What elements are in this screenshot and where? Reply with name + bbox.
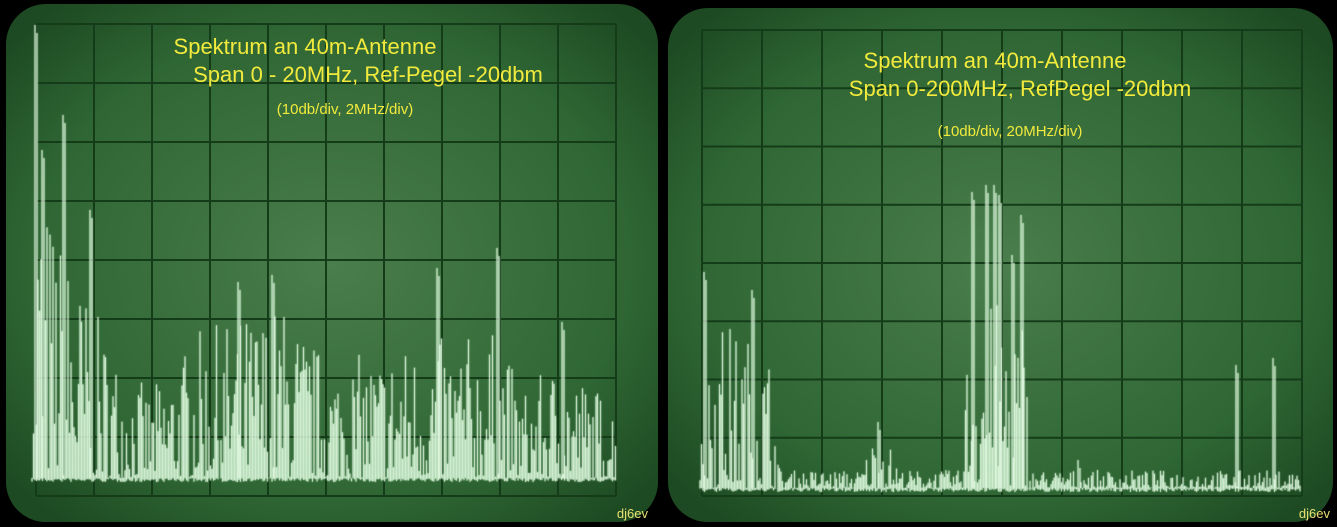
screenshot: Spektrum an 40m-Antenne Span 0 - 20MHz, …: [0, 0, 1337, 527]
title: Spektrum an 40m-Antenne: [864, 48, 1127, 73]
scale-note: (10db/div, 2MHz/div): [277, 101, 413, 118]
credit: dj6ev: [617, 506, 649, 521]
page: Spektrum an 40m-Antenne Span 0 - 20MHz, …: [0, 0, 1337, 527]
scale-note: (10db/div, 20MHz/div): [938, 123, 1083, 140]
subtitle: Span 0-200MHz, RefPegel -20dbm: [849, 76, 1191, 101]
title: Spektrum an 40m-Antenne: [174, 34, 437, 59]
credit: dj6ev: [1299, 506, 1331, 521]
subtitle: Span 0 - 20MHz, Ref-Pegel -20dbm: [193, 62, 543, 87]
